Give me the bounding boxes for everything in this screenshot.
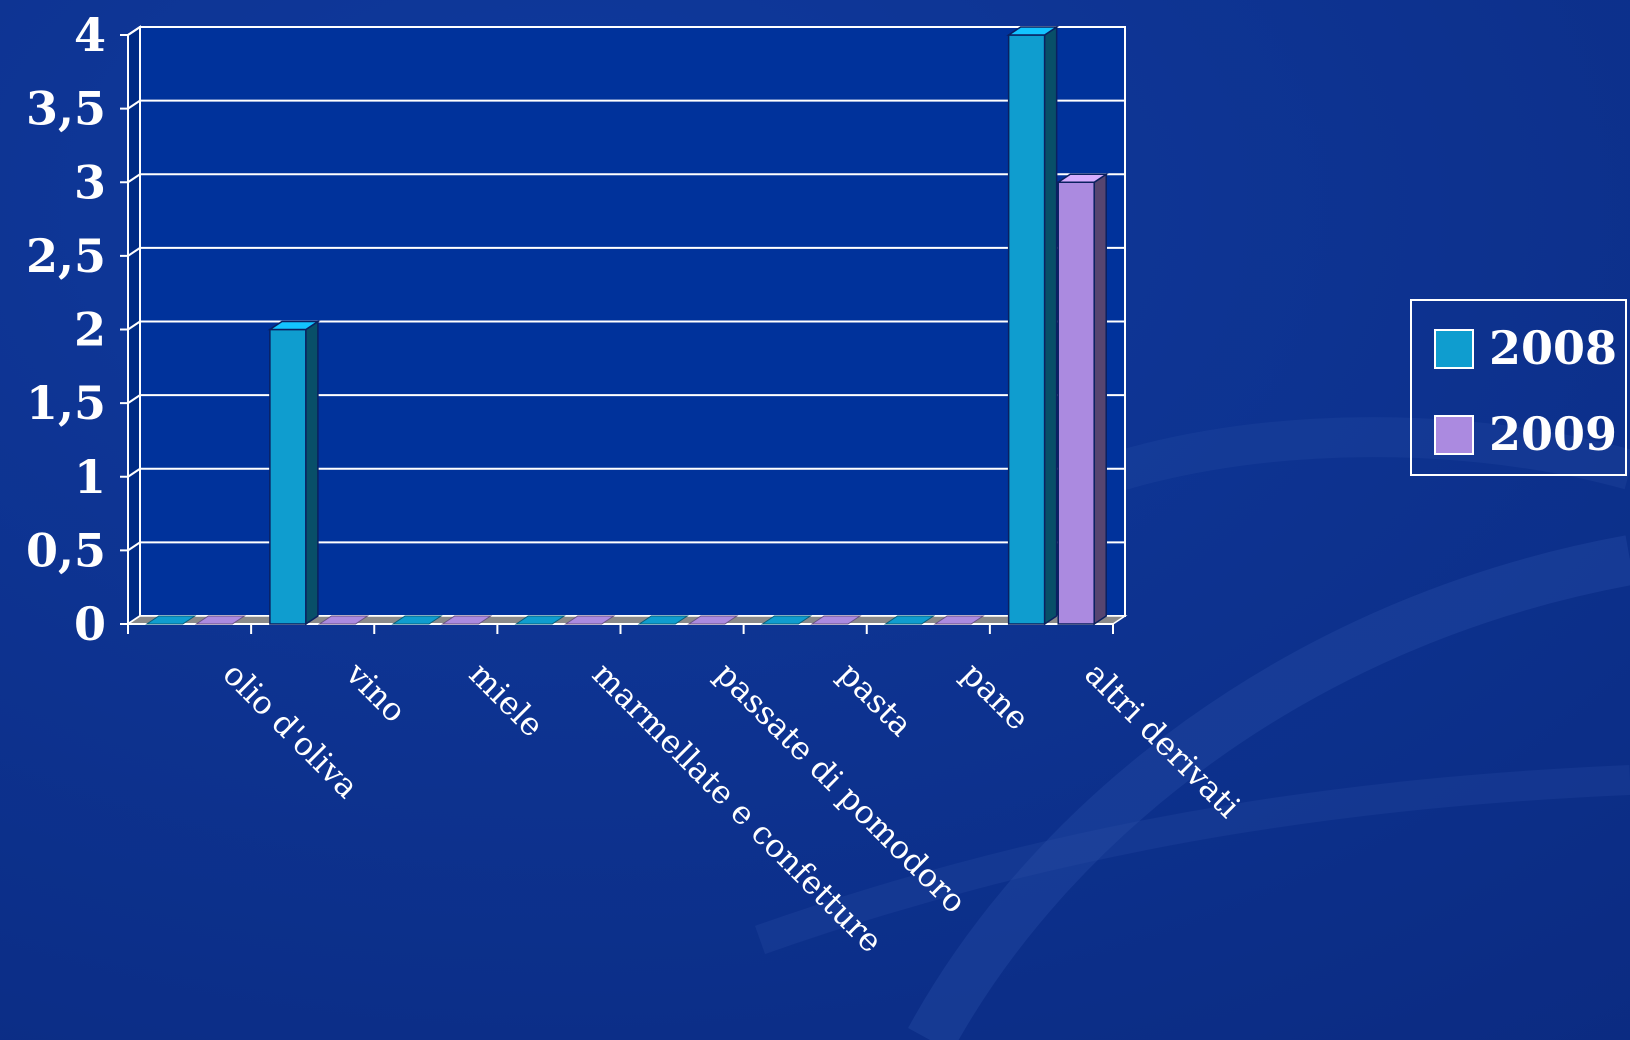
- y-tick-label: 0,5: [26, 523, 106, 577]
- gridline-side: [127, 247, 141, 257]
- legend: 2008 2009: [1410, 299, 1627, 476]
- y-tick-label: 1: [74, 450, 106, 504]
- legend-label: 2008: [1489, 321, 1617, 375]
- bar-zero: [760, 615, 813, 625]
- bar-zero: [564, 615, 616, 625]
- bar-zero: [145, 615, 197, 625]
- bar-zero: [933, 615, 985, 625]
- bar-front: [269, 328, 307, 625]
- legend-swatch: [1434, 415, 1474, 455]
- bar-top: [267, 320, 321, 331]
- bar: [514, 615, 566, 625]
- gridline-side: [127, 541, 141, 552]
- bar-zero: [440, 615, 493, 625]
- bar-top: [1055, 173, 1109, 183]
- bar-zero: [514, 615, 566, 625]
- gridline-side: [127, 320, 141, 331]
- bar-zero: [883, 615, 936, 625]
- bar: [440, 615, 493, 625]
- bar-front: [1007, 34, 1046, 625]
- gridline-side: [127, 467, 141, 478]
- y-tick-label: 2,5: [26, 229, 106, 283]
- axes: [120, 34, 1128, 634]
- bar-zero: [810, 615, 862, 625]
- bar-side: [305, 320, 319, 626]
- y-tick-label: 4: [74, 8, 106, 62]
- legend-box: [1410, 299, 1627, 476]
- bar-top: [1006, 26, 1060, 36]
- bar-zero: [317, 615, 370, 625]
- y-tick-label: 2: [74, 303, 106, 357]
- bar-side: [1093, 172, 1107, 626]
- bar-zero: [637, 615, 689, 625]
- y-tick-label: 0: [74, 597, 106, 651]
- legend-swatch: [1434, 329, 1474, 369]
- y-tick-label: 1,5: [26, 376, 106, 430]
- bar: [145, 615, 197, 625]
- gridline-side: [127, 394, 141, 404]
- bar: [391, 615, 443, 625]
- bar-side: [1043, 25, 1058, 626]
- y-tick-label: 3: [74, 155, 106, 209]
- bars: [145, 25, 1109, 626]
- bar: [760, 615, 813, 625]
- gridline-side: [127, 99, 141, 110]
- bar: [194, 615, 246, 625]
- bar: [317, 615, 370, 625]
- bar: [1006, 25, 1060, 626]
- bar-front: [1057, 181, 1095, 625]
- y-tick-labels: 0 0,5 1 1,5 2 2,5 3 3,5 4: [26, 8, 106, 651]
- bar-zero: [687, 615, 739, 625]
- bar-zero: [391, 615, 443, 625]
- bar: [637, 615, 689, 625]
- gridline-side: [127, 173, 141, 184]
- gridline-side: [127, 26, 141, 36]
- bar: [933, 615, 985, 625]
- bar: [883, 615, 936, 625]
- legend-label: 2009: [1489, 407, 1617, 461]
- bar: [687, 615, 739, 625]
- y-tick-label: 3,5: [26, 82, 106, 136]
- bar: [564, 615, 616, 625]
- bar: [1055, 172, 1109, 626]
- bar: [810, 615, 862, 625]
- bar-zero: [194, 615, 246, 625]
- bar: [267, 320, 321, 626]
